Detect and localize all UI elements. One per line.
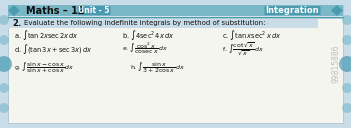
Circle shape	[342, 35, 351, 45]
Circle shape	[0, 35, 9, 45]
Circle shape	[0, 59, 9, 69]
FancyBboxPatch shape	[78, 6, 111, 15]
Text: Maths – 12: Maths – 12	[26, 6, 85, 15]
Circle shape	[342, 59, 351, 69]
Bar	[8, 5, 343, 16]
Text: h. $\int\dfrac{\sin x}{3+2\cos x}\,dx$: h. $\int\dfrac{\sin x}{3+2\cos x}\,dx$	[130, 61, 185, 75]
Circle shape	[0, 56, 12, 72]
Text: d. $\int(\tan 3x+\sec 3x)\,dx$: d. $\int(\tan 3x+\sec 3x)\,dx$	[14, 42, 92, 56]
FancyBboxPatch shape	[265, 6, 320, 15]
Text: a. $\int\tan 2x\sec 2x\,dx$: a. $\int\tan 2x\sec 2x\,dx$	[14, 28, 79, 42]
Text: 2.: 2.	[12, 19, 21, 28]
Circle shape	[0, 83, 9, 93]
Text: f. $\int\dfrac{\cot\sqrt{x}}{\sqrt{x}}\,dx$: f. $\int\dfrac{\cot\sqrt{x}}{\sqrt{x}}\,…	[222, 40, 264, 58]
Text: c. $\int\tan x\sec^2 x\,dx$: c. $\int\tan x\sec^2 x\,dx$	[222, 28, 281, 42]
Circle shape	[342, 15, 351, 25]
Text: 99815886: 99815886	[331, 45, 340, 83]
Polygon shape	[331, 5, 343, 16]
Circle shape	[339, 56, 351, 72]
Text: Evaluate the following indefinite integrals by method of substitution:: Evaluate the following indefinite integr…	[24, 20, 265, 26]
Polygon shape	[8, 5, 20, 16]
Circle shape	[342, 83, 351, 93]
Bar	[8, 19, 318, 28]
Text: e. $\int\dfrac{\cos^2 x}{\mathrm{cosec}\,x}\,dx$: e. $\int\dfrac{\cos^2 x}{\mathrm{cosec}\…	[122, 42, 168, 56]
Circle shape	[0, 103, 9, 113]
Text: b. $\int 4\sec^2 4x\,dx$: b. $\int 4\sec^2 4x\,dx$	[122, 28, 174, 42]
Circle shape	[0, 15, 9, 25]
Text: Integration: Integration	[265, 6, 319, 15]
Text: g. $\int\dfrac{\sin x-\cos x}{\sin x+\cos x}\,dx$: g. $\int\dfrac{\sin x-\cos x}{\sin x+\co…	[14, 61, 75, 75]
Circle shape	[342, 103, 351, 113]
Text: Unit - 5: Unit - 5	[78, 6, 110, 15]
